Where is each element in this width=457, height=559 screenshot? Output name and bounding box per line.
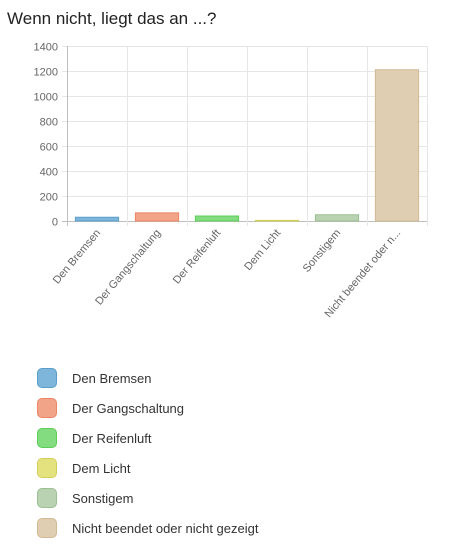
y-tick-label: 0 — [52, 217, 58, 229]
y-tick-label: 1200 — [34, 67, 58, 79]
legend-label: Der Reifenluft — [72, 430, 152, 446]
bar — [314, 214, 360, 222]
legend-swatch — [37, 518, 57, 538]
y-tick-label: 800 — [40, 117, 58, 129]
bar — [194, 215, 240, 222]
legend-item-der-gangschaltung[interactable]: Der Gangschaltung — [37, 393, 258, 423]
legend-swatch — [37, 368, 57, 388]
chart-legend: Den Bremsen Der Gangschaltung Der Reifen… — [37, 363, 258, 543]
x-tick-label: Der Gangschaltung — [93, 227, 163, 307]
chart-title: Wenn nicht, liegt das an ...? — [7, 9, 217, 28]
y-tick-label: 1400 — [34, 42, 58, 54]
legend-swatch — [37, 488, 57, 508]
legend-item-der-reifenluft[interactable]: Der Reifenluft — [37, 423, 258, 453]
y-tick-label: 400 — [40, 167, 58, 179]
y-tick-label: 600 — [40, 142, 58, 154]
legend-swatch — [37, 398, 57, 418]
x-tick-label: Den Bremsen — [51, 227, 103, 286]
legend-label: Sonstigem — [72, 490, 134, 506]
x-tick-label: Dem Licht — [242, 227, 283, 273]
bar — [374, 69, 420, 222]
legend-item-den-bremsen[interactable]: Den Bremsen — [37, 363, 258, 393]
legend-item-nicht-beendet[interactable]: Nicht beendet oder nicht gezeigt — [37, 513, 258, 543]
legend-swatch — [37, 458, 57, 478]
x-tick-label: Sonstigem — [301, 227, 344, 275]
legend-label: Der Gangschaltung — [72, 400, 185, 416]
bar — [254, 219, 300, 222]
y-tick-label: 1000 — [34, 92, 58, 104]
bar — [74, 216, 120, 222]
legend-label: Nicht beendet oder nicht gezeigt — [72, 520, 259, 536]
x-tick-label: Der Reifenluft — [171, 227, 223, 286]
legend-swatch — [37, 428, 57, 448]
legend-label: Dem Licht — [72, 460, 131, 476]
legend-item-sonstigem[interactable]: Sonstigem — [37, 483, 258, 513]
bar — [134, 212, 180, 222]
legend-item-dem-licht[interactable]: Dem Licht — [37, 453, 258, 483]
legend-label: Den Bremsen — [72, 370, 152, 386]
y-tick-label: 200 — [40, 192, 58, 204]
